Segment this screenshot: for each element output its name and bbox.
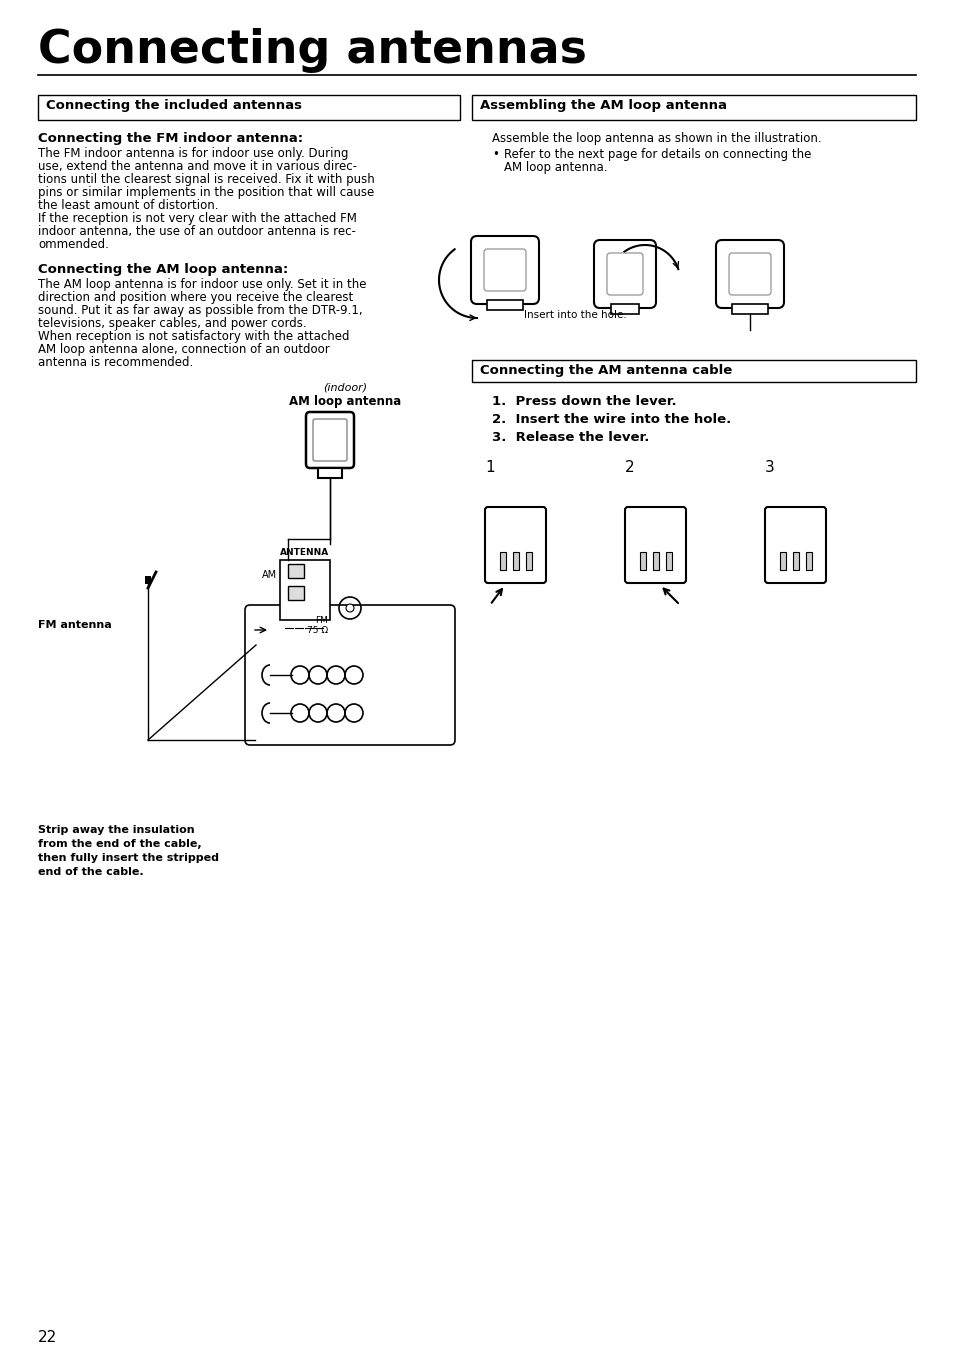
Bar	[38, 95, 459, 120]
Bar	[665, 553, 671, 570]
Text: The FM indoor antenna is for indoor use only. During: The FM indoor antenna is for indoor use …	[38, 147, 348, 159]
Text: 3.  Release the lever.: 3. Release the lever.	[492, 431, 649, 444]
Bar	[288, 586, 304, 600]
FancyBboxPatch shape	[764, 507, 825, 584]
Bar	[639, 553, 645, 570]
Text: the least amount of distortion.: the least amount of distortion.	[38, 199, 218, 212]
Text: indoor antenna, the use of an outdoor antenna is rec-: indoor antenna, the use of an outdoor an…	[38, 226, 355, 238]
Text: tions until the clearest signal is received. Fix it with push: tions until the clearest signal is recei…	[38, 173, 375, 186]
Text: televisions, speaker cables, and power cords.: televisions, speaker cables, and power c…	[38, 317, 306, 330]
Bar	[805, 553, 811, 570]
Text: The AM loop antenna is for indoor use only. Set it in the: The AM loop antenna is for indoor use on…	[38, 278, 366, 290]
Bar	[472, 95, 915, 120]
Text: Connecting the included antennas: Connecting the included antennas	[46, 99, 302, 112]
Text: Connecting the AM antenna cable: Connecting the AM antenna cable	[479, 363, 732, 377]
Text: antenna is recommended.: antenna is recommended.	[38, 357, 193, 369]
Text: When reception is not satisfactory with the attached: When reception is not satisfactory with …	[38, 330, 349, 343]
Bar	[499, 553, 505, 570]
Text: 22: 22	[38, 1329, 57, 1346]
Bar	[513, 553, 518, 570]
FancyBboxPatch shape	[606, 253, 642, 295]
Bar	[780, 553, 785, 570]
Text: (indoor): (indoor)	[323, 382, 367, 393]
Bar	[280, 561, 330, 620]
FancyBboxPatch shape	[716, 240, 783, 308]
FancyBboxPatch shape	[624, 507, 685, 584]
Text: Connecting the AM loop antenna:: Connecting the AM loop antenna:	[38, 263, 288, 276]
Text: 2: 2	[624, 459, 634, 476]
Bar	[472, 359, 915, 382]
Bar	[486, 300, 522, 309]
Bar	[525, 553, 532, 570]
Text: direction and position where you receive the clearest: direction and position where you receive…	[38, 290, 353, 304]
Text: Connecting the FM indoor antenna:: Connecting the FM indoor antenna:	[38, 132, 303, 145]
Text: 1.  Press down the lever.: 1. Press down the lever.	[492, 394, 676, 408]
Text: pins or similar implements in the position that will cause: pins or similar implements in the positi…	[38, 186, 374, 199]
Text: AM loop antenna: AM loop antenna	[289, 394, 400, 408]
Text: ommended.: ommended.	[38, 238, 109, 251]
FancyBboxPatch shape	[484, 507, 545, 584]
FancyBboxPatch shape	[313, 419, 347, 461]
Text: AM loop antenna alone, connection of an outdoor: AM loop antenna alone, connection of an …	[38, 343, 330, 357]
Text: Connecting antennas: Connecting antennas	[38, 28, 586, 73]
Text: 2.  Insert the wire into the hole.: 2. Insert the wire into the hole.	[492, 413, 731, 426]
Text: 1: 1	[484, 459, 494, 476]
Text: Refer to the next page for details on connecting the: Refer to the next page for details on co…	[503, 149, 810, 161]
Bar	[145, 576, 151, 584]
Text: sound. Put it as far away as possible from the DTR-9.1,: sound. Put it as far away as possible fr…	[38, 304, 362, 317]
Circle shape	[346, 604, 354, 612]
Text: 3: 3	[764, 459, 774, 476]
FancyBboxPatch shape	[245, 605, 455, 744]
Bar	[652, 553, 659, 570]
FancyBboxPatch shape	[594, 240, 656, 308]
Bar	[792, 553, 799, 570]
Text: use, extend the antenna and move it in various direc-: use, extend the antenna and move it in v…	[38, 159, 356, 173]
Text: AM: AM	[262, 570, 276, 580]
Text: Insert into the hole.: Insert into the hole.	[523, 309, 626, 320]
Bar	[288, 563, 304, 578]
Text: ANTENNA: ANTENNA	[280, 549, 330, 557]
Text: Assembling the AM loop antenna: Assembling the AM loop antenna	[479, 99, 726, 112]
Bar	[610, 304, 639, 313]
FancyBboxPatch shape	[728, 253, 770, 295]
FancyBboxPatch shape	[483, 249, 525, 290]
FancyBboxPatch shape	[471, 236, 538, 304]
FancyBboxPatch shape	[306, 412, 354, 467]
Bar	[731, 304, 767, 313]
Text: Strip away the insulation
from the end of the cable,
then fully insert the strip: Strip away the insulation from the end o…	[38, 825, 219, 877]
Text: FM antenna: FM antenna	[38, 620, 112, 630]
FancyBboxPatch shape	[317, 467, 341, 478]
Text: If the reception is not very clear with the attached FM: If the reception is not very clear with …	[38, 212, 356, 226]
Text: AM loop antenna.: AM loop antenna.	[503, 161, 607, 174]
Text: FM
75 Ω: FM 75 Ω	[307, 616, 328, 635]
Text: •: •	[492, 149, 498, 161]
Text: Assemble the loop antenna as shown in the illustration.: Assemble the loop antenna as shown in th…	[492, 132, 821, 145]
